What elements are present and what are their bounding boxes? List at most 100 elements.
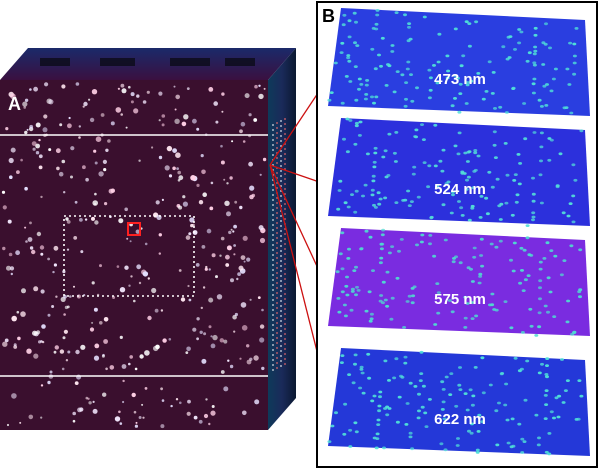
fluorescent-spot	[187, 399, 191, 404]
slice-spot	[428, 88, 433, 92]
slice-spot	[470, 301, 474, 304]
fluorescent-spot	[124, 265, 129, 270]
slice-spot	[467, 150, 472, 154]
slice-spot	[545, 83, 549, 86]
cube-side-dot	[276, 212, 278, 214]
wavelength-label: 622 nm	[434, 411, 486, 428]
fluorescent-spot	[92, 400, 95, 403]
fluorescent-spot	[40, 289, 45, 294]
fluorescent-spot	[32, 147, 36, 151]
cube-side-dot	[276, 137, 278, 139]
slice-spot	[347, 373, 352, 376]
fluorescent-spot	[263, 87, 266, 90]
cube-side-dot	[284, 153, 286, 155]
slice-spot	[381, 280, 386, 284]
slice-spot	[376, 423, 381, 426]
fluorescent-spot	[6, 265, 11, 271]
slice-spot	[377, 53, 381, 57]
fluorescent-spot	[238, 265, 244, 271]
slice-spot	[492, 143, 497, 147]
slice-spot	[531, 218, 535, 222]
slice-spot	[464, 102, 469, 105]
slice-spot	[492, 130, 497, 134]
cube-side-dot	[272, 279, 274, 281]
slice-spot	[469, 431, 474, 435]
fluorescent-spot	[39, 245, 45, 250]
slice-spot	[507, 56, 512, 59]
slice-spot	[440, 408, 445, 411]
fluorescent-spot	[129, 355, 133, 359]
fluorescent-spot	[29, 246, 34, 250]
cube-side-dot	[272, 239, 274, 241]
cube-side-dot	[284, 288, 286, 290]
slice-spot	[531, 199, 536, 203]
slice-spot	[402, 326, 407, 329]
fluorescent-spot	[232, 230, 235, 233]
cube-side-dot	[280, 155, 282, 157]
fluorescent-spot	[103, 317, 109, 322]
fluorescent-spot	[134, 367, 138, 371]
slice-spot	[370, 188, 375, 192]
slice-spot	[450, 190, 455, 194]
slice-spot	[363, 183, 368, 187]
slice-spot	[520, 451, 525, 454]
slice-spot	[372, 101, 376, 105]
fluorescent-spot	[244, 93, 250, 99]
cube-side-dot	[280, 255, 282, 257]
cube-side-dot	[276, 257, 278, 259]
fluorescent-spot	[204, 267, 208, 271]
fluorescent-spot	[7, 219, 12, 224]
cube-side-dot	[276, 272, 278, 274]
slice-spot	[357, 77, 362, 81]
cube-side-dot	[272, 189, 274, 191]
slice-spot	[342, 432, 347, 436]
fluorescent-spot	[70, 146, 75, 151]
slice-spot	[409, 200, 414, 204]
fluorescent-spot	[36, 231, 42, 237]
fluorescent-spot	[110, 188, 116, 193]
slice-spot	[487, 170, 492, 174]
slice-spot	[495, 177, 500, 181]
slice-spot	[410, 99, 415, 103]
slice-spot	[571, 220, 576, 224]
fluorescent-spot	[187, 284, 190, 288]
fluorescent-spot	[66, 248, 70, 251]
slice-spot	[408, 37, 413, 41]
slice-spot	[528, 307, 533, 311]
slice-spot	[344, 284, 349, 288]
slice-spot	[453, 97, 457, 100]
cube-side-dot	[284, 313, 286, 315]
cube-side-dot	[272, 129, 274, 131]
fluorescent-spot	[223, 339, 228, 344]
cube-side-dot	[276, 222, 278, 224]
cube-side-dot	[284, 128, 286, 130]
fluorescent-spot	[174, 108, 177, 111]
slice-spot	[531, 176, 535, 180]
slice-spot	[361, 194, 365, 198]
slice-spot	[395, 420, 400, 424]
fluorescent-spot	[136, 94, 140, 98]
cube-side-dot	[276, 357, 278, 359]
slice-spot	[470, 403, 475, 407]
slice-spot	[405, 300, 410, 303]
slice-spot	[393, 160, 398, 163]
cube-side-dot	[284, 178, 286, 180]
fluorescent-spot	[19, 421, 22, 424]
slice-spot	[522, 440, 527, 443]
slice-spot	[347, 247, 351, 251]
slice-spot	[392, 151, 397, 155]
cube-side-dot	[272, 289, 274, 291]
cube-side-dot	[284, 123, 286, 125]
slice-spot	[351, 381, 356, 385]
fluorescent-spot	[62, 336, 66, 340]
cube-side-dot	[276, 297, 278, 299]
slice-spot	[353, 210, 358, 214]
slice-spot	[564, 106, 569, 109]
cube-side-dot	[276, 277, 278, 279]
slice-spot	[461, 54, 466, 58]
slice-spot	[395, 276, 400, 280]
slice-spot	[372, 165, 377, 169]
slice-spot	[378, 395, 382, 399]
spectral-slice-1: 473 nm	[327, 8, 590, 116]
fluorescent-spot	[188, 298, 192, 302]
